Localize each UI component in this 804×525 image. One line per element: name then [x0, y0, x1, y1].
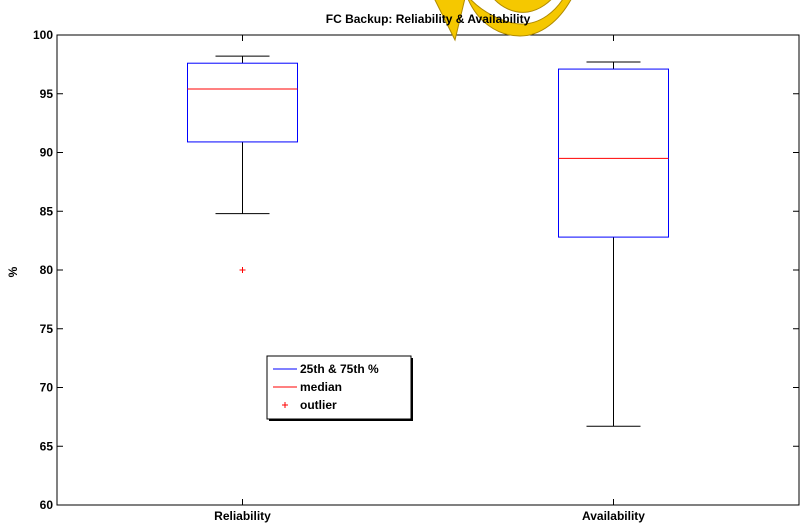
boxes-layer [187, 55, 669, 427]
chart-title: FC Backup: Reliability & Availability [326, 12, 531, 26]
iqr-box [187, 62, 298, 143]
y-tick-label: 90 [40, 146, 54, 160]
y-tick-label: 65 [40, 439, 54, 453]
x-tick-label: Availability [582, 509, 645, 523]
plot-area [56, 34, 800, 506]
legend-label: 25th & 75th % [300, 362, 379, 376]
legend-label: outlier [300, 398, 337, 412]
x-axis: Reliability Availability [214, 35, 645, 523]
y-tick-label: 85 [40, 204, 54, 218]
y-axis: 60 65 70 75 80 85 90 95 100 [33, 28, 799, 512]
x-tick-label: Reliability [214, 509, 271, 523]
y-tick-label: 80 [40, 263, 54, 277]
y-tick-label: 95 [40, 87, 54, 101]
legend-label: median [300, 380, 342, 394]
y-tick-label: 60 [40, 498, 54, 512]
box-reliability [187, 55, 298, 273]
watermark-logo [434, 0, 572, 42]
legend: 25th & 75th % median outlier [266, 355, 413, 421]
y-tick-label: 70 [40, 381, 54, 395]
iqr-box [558, 68, 669, 238]
y-tick-label: 100 [33, 28, 53, 42]
box-availability [558, 61, 669, 427]
y-tick-label: 75 [40, 322, 54, 336]
y-axis-label: % [6, 266, 20, 277]
